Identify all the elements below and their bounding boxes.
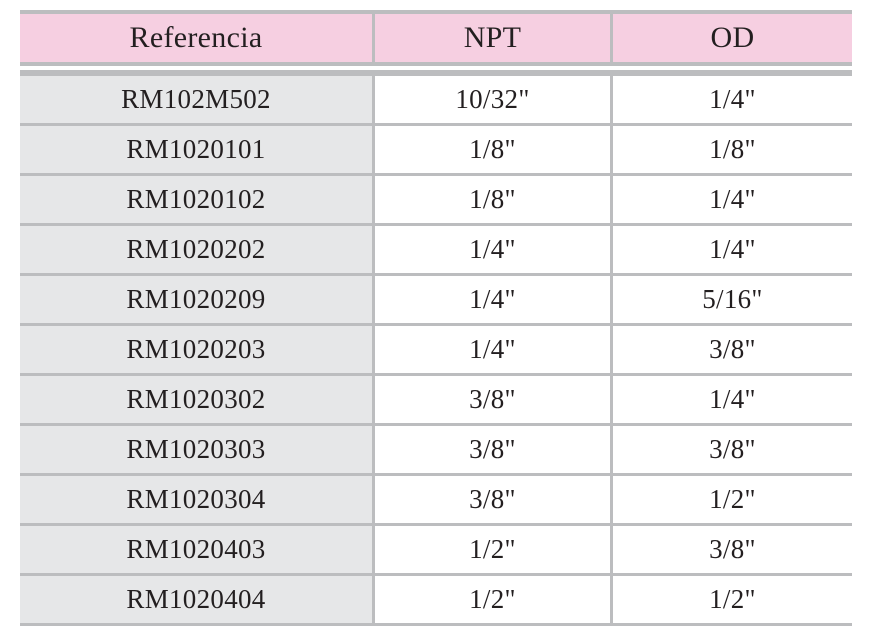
cell-od: 1/8"	[610, 126, 852, 173]
cell-npt: 3/8"	[372, 476, 610, 523]
cell-referencia: RM1020302	[20, 376, 372, 423]
cell-od: 3/8"	[610, 526, 852, 573]
cell-od: 1/4"	[610, 76, 852, 123]
header-separator	[20, 66, 852, 76]
table-row: RM1020403 1/2" 3/8"	[20, 526, 852, 576]
cell-npt: 1/4"	[372, 226, 610, 273]
cell-referencia: RM1020209	[20, 276, 372, 323]
cell-npt: 1/8"	[372, 176, 610, 223]
cell-od: 1/4"	[610, 176, 852, 223]
cell-referencia: RM1020102	[20, 176, 372, 223]
cell-referencia: RM1020304	[20, 476, 372, 523]
table-row: RM1020209 1/4" 5/16"	[20, 276, 852, 326]
table-row: RM1020203 1/4" 3/8"	[20, 326, 852, 376]
cell-od: 1/4"	[610, 376, 852, 423]
cell-od: 5/16"	[610, 276, 852, 323]
cell-od: 3/8"	[610, 426, 852, 473]
cell-npt: 10/32"	[372, 76, 610, 123]
table-row: RM102M502 10/32" 1/4"	[20, 76, 852, 126]
cell-npt: 1/2"	[372, 576, 610, 623]
header-od: OD	[610, 14, 852, 62]
cell-npt: 3/8"	[372, 376, 610, 423]
table-row: RM1020102 1/8" 1/4"	[20, 176, 852, 226]
table-row: RM1020304 3/8" 1/2"	[20, 476, 852, 526]
cell-referencia: RM102M502	[20, 76, 372, 123]
cell-npt: 1/8"	[372, 126, 610, 173]
cell-od: 1/2"	[610, 576, 852, 623]
table-row: RM1020202 1/4" 1/4"	[20, 226, 852, 276]
table-row: RM1020404 1/2" 1/2"	[20, 576, 852, 626]
cell-npt: 1/4"	[372, 276, 610, 323]
cell-referencia: RM1020203	[20, 326, 372, 373]
table-row: RM1020303 3/8" 3/8"	[20, 426, 852, 476]
cell-referencia: RM1020101	[20, 126, 372, 173]
cell-referencia: RM1020403	[20, 526, 372, 573]
cell-od: 1/4"	[610, 226, 852, 273]
cell-referencia: RM1020303	[20, 426, 372, 473]
header-referencia: Referencia	[129, 21, 263, 54]
cell-od: 3/8"	[610, 326, 852, 373]
reference-table: Referencia NPT OD RM102M502 10/32" 1/4" …	[20, 10, 852, 626]
cell-npt: 1/4"	[372, 326, 610, 373]
cell-npt: 3/8"	[372, 426, 610, 473]
cell-npt: 1/2"	[372, 526, 610, 573]
cell-referencia: RM1020404	[20, 576, 372, 623]
header-npt: NPT	[372, 14, 610, 62]
table-row: RM1020101 1/8" 1/8"	[20, 126, 852, 176]
cell-referencia: RM1020202	[20, 226, 372, 273]
cell-od: 1/2"	[610, 476, 852, 523]
table-row: RM1020302 3/8" 1/4"	[20, 376, 852, 426]
table-header-row: Referencia NPT OD	[20, 10, 852, 66]
